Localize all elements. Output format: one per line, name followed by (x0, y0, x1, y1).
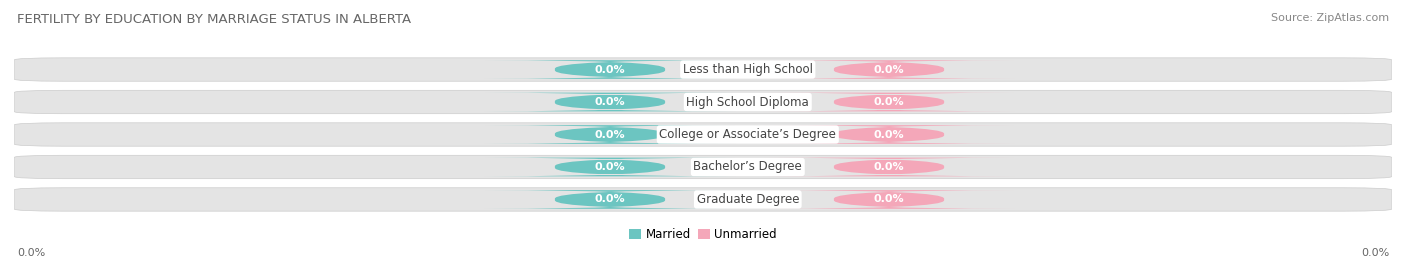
FancyBboxPatch shape (763, 60, 1014, 79)
Text: 0.0%: 0.0% (595, 194, 626, 204)
FancyBboxPatch shape (485, 158, 735, 176)
FancyBboxPatch shape (14, 188, 1392, 211)
Text: 0.0%: 0.0% (873, 65, 904, 75)
Text: 0.0%: 0.0% (873, 162, 904, 172)
Text: 0.0%: 0.0% (17, 248, 45, 258)
FancyBboxPatch shape (763, 93, 1014, 111)
Text: 0.0%: 0.0% (873, 97, 904, 107)
Text: 0.0%: 0.0% (595, 162, 626, 172)
FancyBboxPatch shape (763, 125, 1014, 144)
FancyBboxPatch shape (14, 123, 1392, 146)
Text: Source: ZipAtlas.com: Source: ZipAtlas.com (1271, 13, 1389, 23)
FancyBboxPatch shape (14, 155, 1392, 179)
Text: FERTILITY BY EDUCATION BY MARRIAGE STATUS IN ALBERTA: FERTILITY BY EDUCATION BY MARRIAGE STATU… (17, 13, 411, 26)
Legend: Married, Unmarried: Married, Unmarried (624, 223, 782, 246)
FancyBboxPatch shape (14, 58, 1392, 81)
Text: High School Diploma: High School Diploma (686, 95, 810, 108)
Text: 0.0%: 0.0% (595, 65, 626, 75)
FancyBboxPatch shape (14, 90, 1392, 114)
FancyBboxPatch shape (763, 190, 1014, 209)
Text: Graduate Degree: Graduate Degree (696, 193, 799, 206)
Text: Less than High School: Less than High School (683, 63, 813, 76)
FancyBboxPatch shape (485, 190, 735, 209)
FancyBboxPatch shape (485, 93, 735, 111)
Text: 0.0%: 0.0% (595, 129, 626, 140)
Text: 0.0%: 0.0% (1361, 248, 1389, 258)
Text: 0.0%: 0.0% (595, 97, 626, 107)
Text: 0.0%: 0.0% (873, 129, 904, 140)
FancyBboxPatch shape (485, 60, 735, 79)
Text: 0.0%: 0.0% (873, 194, 904, 204)
Text: College or Associate’s Degree: College or Associate’s Degree (659, 128, 837, 141)
Text: Bachelor’s Degree: Bachelor’s Degree (693, 161, 803, 174)
FancyBboxPatch shape (763, 158, 1014, 176)
FancyBboxPatch shape (485, 125, 735, 144)
